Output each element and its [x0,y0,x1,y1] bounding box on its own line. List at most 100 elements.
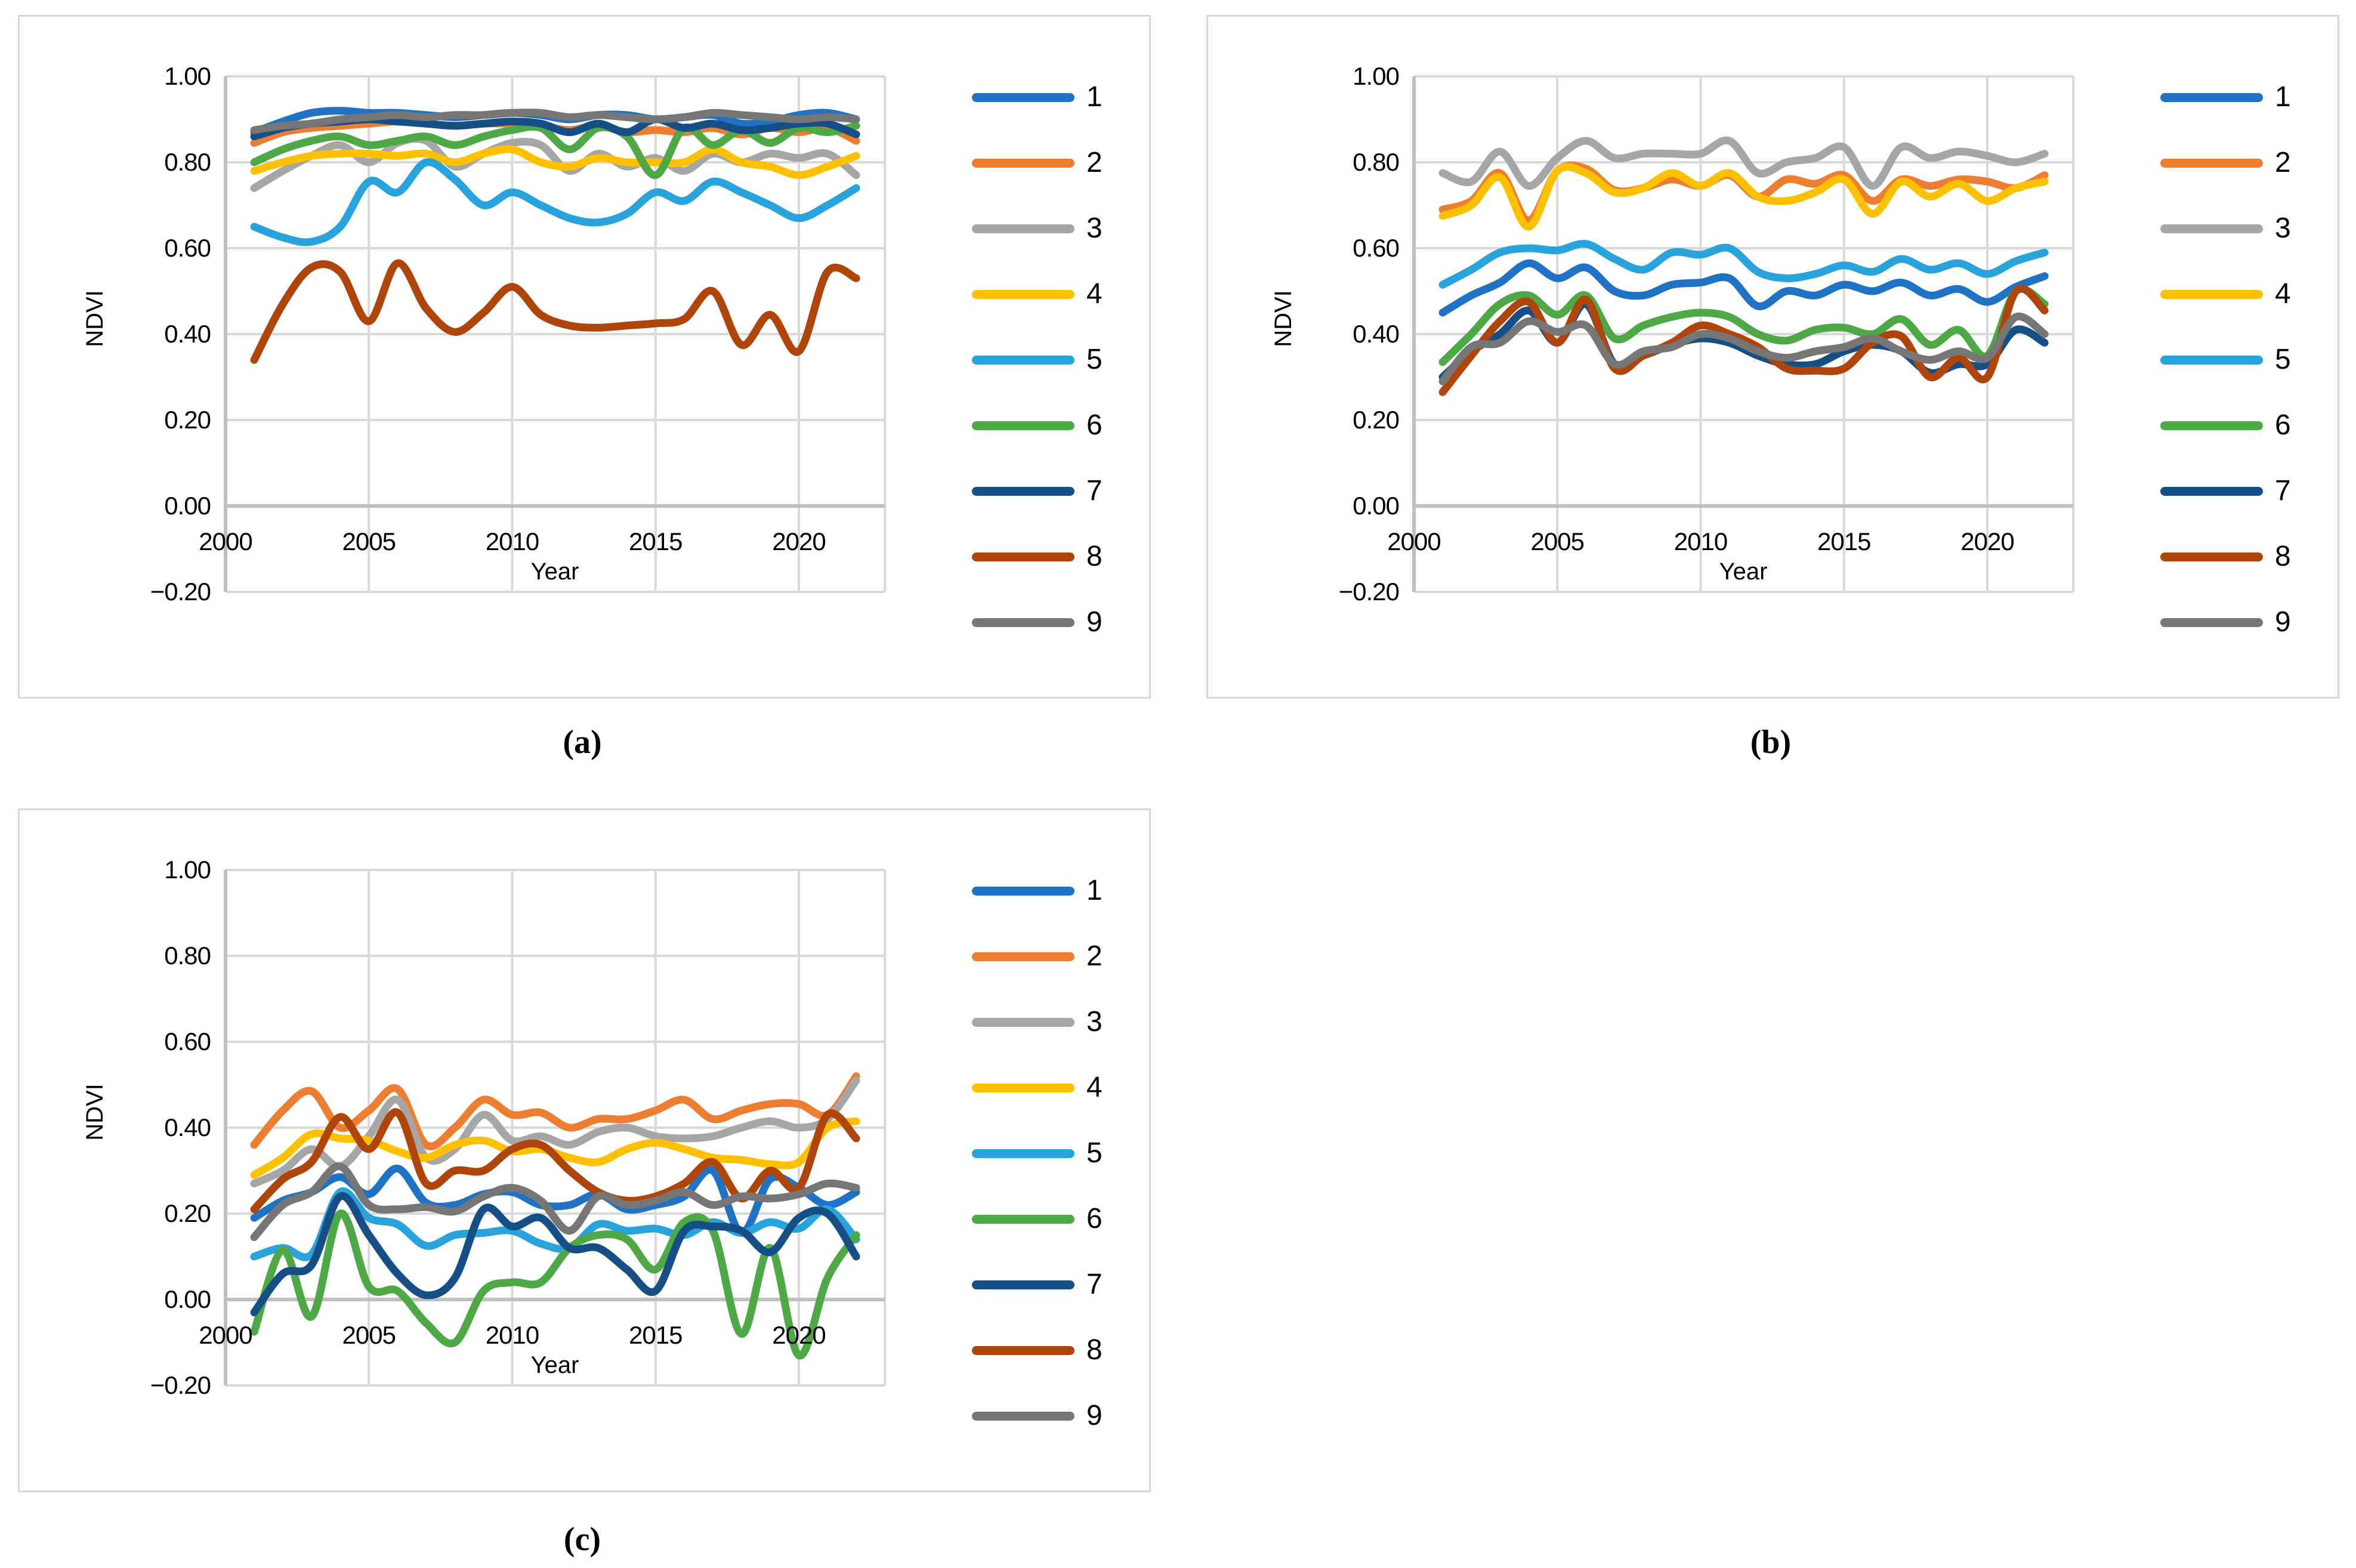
y-tick-label: 0.60 [1353,234,1400,262]
series-line-2 [1438,161,2049,224]
legend-swatch [972,887,1074,896]
legend-item-7: 7 [2160,473,2333,509]
legend-item-7: 7 [972,473,1145,509]
legend-label: 7 [1086,475,1103,507]
legend-label: 2 [1086,940,1103,972]
y-tick-label: 0.80 [1353,148,1400,176]
legend-swatch [2160,618,2263,627]
x-tick-label: 2010 [485,1321,539,1349]
legend-swatch [972,290,1074,299]
series-line-4 [250,145,860,180]
y-tick-label: 0.00 [1353,492,1400,520]
y-tick-label: 1.00 [164,62,211,90]
legend-swatch [2160,487,2263,496]
legend-label: 1 [2275,81,2291,113]
legend-label: 9 [1086,606,1103,638]
series-line-7 [250,1192,860,1317]
legend-swatch [972,421,1074,430]
legend-swatch [972,356,1074,365]
legend-label: 5 [1086,344,1103,375]
legend-item-1: 1 [972,873,1145,909]
y-tick-label: 0.20 [164,406,211,434]
chart-panel-a: NDVI Year 1.00 0.80 0.60 0.40 0.20 0.00 −0.20 2… [18,15,1151,699]
panel-caption-a: (a) [563,724,602,761]
legend-item-5: 5 [972,342,1145,378]
legend-item-9: 9 [2160,604,2333,640]
legend-swatch [2160,93,2263,102]
series-line-5 [250,1187,860,1261]
series-line-3 [250,1076,860,1188]
series-line-8 [1438,285,2049,396]
y-tick-label: 0.60 [164,1027,211,1055]
legend-label: 2 [1086,147,1103,178]
x-tick-label: 2010 [485,527,539,555]
legend-label: 4 [1086,1072,1103,1103]
legend-swatch [972,1280,1074,1289]
legend-swatch [972,618,1074,627]
x-tick-label: 2005 [1530,527,1585,555]
panel-caption-b: (b) [1750,724,1792,761]
legend-item-9: 9 [972,1398,1145,1434]
legend-swatch [2160,356,2263,365]
legend-item-2: 2 [2160,145,2333,181]
x-tick-label: 2000 [1387,527,1441,555]
x-tick-label: 2020 [772,527,826,555]
legend-swatch [2160,224,2263,233]
y-tick-label: 0.40 [164,320,211,348]
y-tick-label: 0.80 [164,942,211,970]
legend-label: 5 [2275,344,2291,375]
legend-label: 7 [1086,1268,1103,1300]
legend-item-4: 4 [2160,276,2333,312]
x-tick-label: 2000 [199,1321,252,1349]
legend-swatch [972,1412,1074,1421]
x-tick-label: 2015 [629,1321,683,1349]
series-line-3 [1438,136,2049,190]
legend-swatch [972,1215,1074,1224]
legend-swatch [2160,552,2263,561]
legend-swatch [972,1149,1074,1158]
legend-label: 6 [2275,409,2291,441]
legend-swatch [2160,159,2263,168]
legend-label: 8 [2275,541,2291,572]
series-line-5 [250,158,860,246]
legend-item-1: 1 [2160,79,2333,115]
series-line-9 [250,109,860,134]
legend-item-2: 2 [972,145,1145,181]
legend-label: 3 [2275,212,2291,244]
x-tick-label: 2020 [1960,527,2014,555]
legend-label: 4 [2275,278,2291,310]
x-axis-title: Year [530,558,579,585]
y-tick-label: 0.00 [164,492,211,520]
legend-label: 4 [1086,278,1103,310]
legend-item-1: 1 [972,79,1145,115]
legend-label: 3 [1086,1006,1103,1038]
legend-label: 2 [2275,147,2291,178]
legend-item-2: 2 [972,939,1145,974]
y-tick-label: −0.20 [150,1371,211,1399]
legend-label: 9 [1086,1400,1103,1431]
legend-label: 1 [1086,875,1103,906]
y-tick-label: 0.80 [164,148,211,176]
series-line-8 [250,259,860,364]
y-tick-label: −0.20 [1338,578,1400,606]
y-tick-label: 1.00 [1353,62,1400,90]
legend-swatch [972,1346,1074,1355]
y-tick-label: 0.00 [164,1285,211,1313]
y-tick-label: 0.40 [1353,320,1400,348]
series-line-5 [1438,240,2049,289]
legend-item-3: 3 [972,1004,1145,1040]
x-axis-title: Year [1719,558,1768,585]
y-tick-label: 0.40 [164,1113,211,1141]
legend-item-6: 6 [972,1201,1145,1237]
y-tick-label: 0.20 [1353,406,1400,434]
legend-swatch [2160,421,2263,430]
legend-swatch [972,224,1074,233]
series-line-6 [250,1209,860,1360]
series-line-4 [1438,162,2049,231]
series-line-9 [250,1162,860,1242]
legend-label: 6 [1086,1203,1103,1234]
legend-item-8: 8 [2160,539,2333,575]
y-axis-title: NDVI [82,1084,108,1141]
series-line-9 [1438,312,2049,385]
legend-label: 5 [1086,1137,1103,1169]
